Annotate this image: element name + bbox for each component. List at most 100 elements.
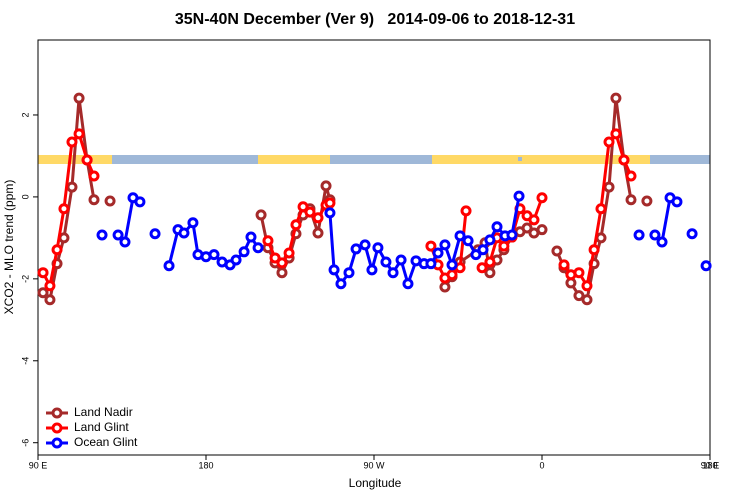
data-point bbox=[573, 267, 585, 279]
x-tick-label: 0 bbox=[539, 460, 544, 470]
data-point bbox=[460, 205, 472, 217]
data-point bbox=[58, 203, 70, 215]
ocean-band bbox=[650, 155, 710, 164]
series-line bbox=[41, 97, 96, 303]
data-point bbox=[187, 217, 199, 229]
data-point bbox=[252, 242, 264, 254]
data-point bbox=[112, 229, 124, 241]
data-point bbox=[290, 219, 302, 231]
legend-label: Land Glint bbox=[74, 420, 129, 434]
data-point bbox=[402, 278, 414, 290]
data-point bbox=[573, 290, 585, 302]
data-point bbox=[581, 280, 593, 292]
data-point bbox=[350, 243, 362, 255]
data-point bbox=[37, 267, 49, 279]
land-band bbox=[432, 155, 650, 164]
legend-marker bbox=[51, 422, 63, 434]
data-point bbox=[610, 92, 622, 104]
ocean-band bbox=[330, 155, 432, 164]
legend-label: Land Nadir bbox=[74, 405, 133, 419]
data-point bbox=[477, 244, 489, 256]
x-tick-label: 90 E bbox=[701, 460, 720, 470]
data-point bbox=[328, 264, 340, 276]
legend-marker bbox=[51, 407, 63, 419]
data-point bbox=[81, 154, 93, 166]
data-point bbox=[528, 214, 540, 226]
data-point bbox=[208, 249, 220, 261]
data-point bbox=[446, 259, 458, 271]
data-point bbox=[649, 229, 661, 241]
data-point bbox=[372, 242, 384, 254]
data-point bbox=[656, 236, 668, 248]
x-tick-label: 90 E bbox=[29, 460, 48, 470]
data-point bbox=[255, 209, 267, 221]
data-point bbox=[359, 239, 371, 251]
data-point bbox=[149, 228, 161, 240]
data-point bbox=[366, 264, 378, 276]
data-point bbox=[104, 195, 116, 207]
data-point bbox=[88, 170, 100, 182]
data-point bbox=[484, 256, 496, 268]
data-point bbox=[134, 196, 146, 208]
chart-title: 35N-40N December (Ver 9) 2014-09-06 to 2… bbox=[175, 11, 575, 28]
x-tick-label: 90 W bbox=[363, 460, 385, 470]
data-point bbox=[276, 257, 288, 269]
data-point bbox=[641, 195, 653, 207]
data-point bbox=[37, 287, 49, 299]
data-point bbox=[610, 128, 622, 140]
data-point bbox=[470, 249, 482, 261]
data-point bbox=[671, 196, 683, 208]
data-point bbox=[625, 170, 637, 182]
data-point bbox=[44, 280, 56, 292]
data-point bbox=[491, 221, 503, 233]
y-axis-label: XCO2 - MLO trend (ppm) bbox=[2, 180, 16, 315]
data-point bbox=[312, 212, 324, 224]
data-point bbox=[595, 203, 607, 215]
data-point bbox=[119, 236, 131, 248]
data-point bbox=[324, 197, 336, 209]
series bbox=[96, 190, 712, 290]
legend-label: Ocean Glint bbox=[74, 435, 138, 449]
land-ocean-band bbox=[38, 155, 710, 164]
data-point bbox=[395, 254, 407, 266]
y-tick-label: 2 bbox=[20, 112, 30, 117]
x-tick-label: 180 bbox=[702, 460, 717, 470]
data-point bbox=[304, 206, 316, 218]
ocean-band bbox=[112, 155, 258, 164]
x-tick-label: 180 bbox=[198, 460, 213, 470]
data-point bbox=[439, 281, 451, 293]
data-point bbox=[498, 240, 510, 252]
data-point bbox=[66, 136, 78, 148]
data-point bbox=[581, 294, 593, 306]
y-tick-label: -2 bbox=[20, 275, 30, 283]
data-point bbox=[446, 269, 458, 281]
data-point bbox=[178, 227, 190, 239]
y-tick-label: -6 bbox=[20, 439, 30, 447]
data-point bbox=[513, 190, 525, 202]
data-point bbox=[96, 229, 108, 241]
x-axis-label: Longitude bbox=[349, 476, 402, 490]
data-point bbox=[633, 229, 645, 241]
data-point bbox=[312, 227, 324, 239]
data-point bbox=[269, 252, 281, 264]
data-point bbox=[454, 230, 466, 242]
data-point bbox=[51, 244, 63, 256]
data-point bbox=[521, 222, 533, 234]
data-point bbox=[506, 229, 518, 241]
data-point bbox=[66, 181, 78, 193]
data-point bbox=[686, 228, 698, 240]
data-point bbox=[276, 267, 288, 279]
data-point bbox=[380, 256, 392, 268]
data-point bbox=[73, 92, 85, 104]
data-point bbox=[536, 192, 548, 204]
data-point bbox=[44, 294, 56, 306]
data-point bbox=[476, 262, 488, 274]
data-point bbox=[558, 259, 570, 271]
data-point bbox=[432, 247, 444, 259]
data-point bbox=[618, 154, 630, 166]
data-point bbox=[283, 247, 295, 259]
data-point bbox=[73, 128, 85, 140]
data-point bbox=[603, 181, 615, 193]
